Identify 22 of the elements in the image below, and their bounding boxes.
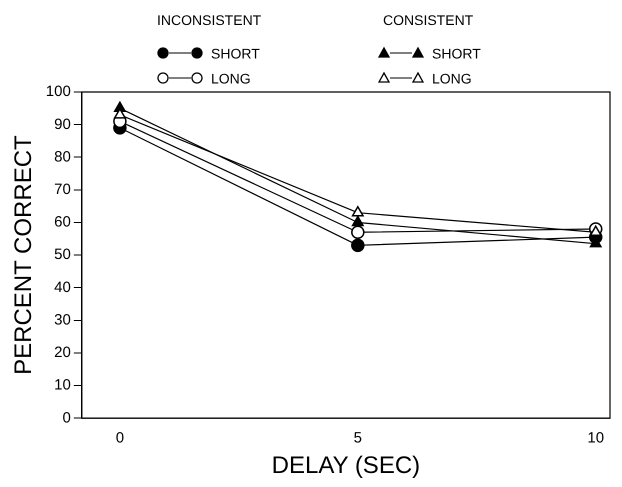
x-tick-label: 0: [116, 429, 124, 446]
x-tick-label: 10: [587, 429, 604, 446]
text: CONSISTENT: [383, 12, 474, 28]
y-tick-label: 40: [54, 278, 71, 296]
y-tick-label: 10: [54, 376, 71, 394]
y-tick-label: 60: [54, 214, 71, 231]
y-tick-label: 90: [54, 116, 71, 133]
y-tick-label: 20: [54, 344, 71, 362]
y-tick-label: 50: [54, 246, 71, 264]
y-axis-title: PERCENT CORRECT: [10, 134, 38, 375]
y-tick-label: 80: [54, 148, 71, 166]
legend-label: SHORT: [211, 45, 260, 62]
text: INCONSISTENT: [157, 12, 262, 28]
legend-label: LONG: [211, 70, 251, 86]
y-tick-label: 100: [46, 83, 71, 100]
y-tick-label: 70: [54, 181, 71, 198]
y-tick-label: 0: [62, 409, 71, 426]
x-axis-title: DELAY (SEC): [272, 452, 420, 480]
x-tick-label: 5: [354, 429, 362, 446]
legend-label: SHORT: [432, 45, 481, 62]
y-tick-label: 30: [54, 311, 71, 328]
legend-label: LONG: [432, 70, 472, 86]
